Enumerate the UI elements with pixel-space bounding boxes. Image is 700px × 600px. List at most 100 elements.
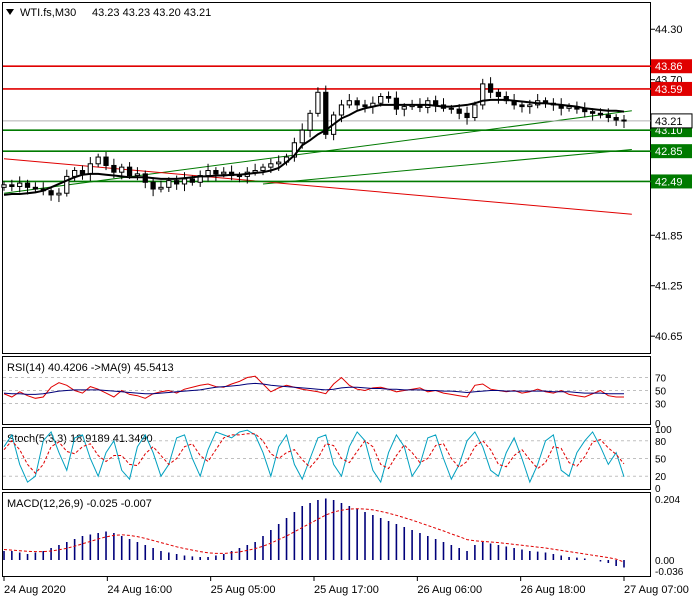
stoch-tick-label: 100	[655, 425, 672, 436]
candle-body	[299, 129, 305, 144]
stoch-panel-title: Stoch(5,3,3) 18.9189 41.3490	[7, 433, 153, 445]
stoch-tick-label: 50	[655, 455, 667, 466]
candle-body	[205, 170, 211, 177]
candle-body	[103, 156, 109, 166]
time-tick-label: 25 Aug 17:00	[314, 584, 379, 596]
level-price-badge	[651, 144, 692, 159]
axis-labels: 44.3043.7043.1042.4941.8541.2540.6543.86…	[3, 24, 693, 596]
candle-body	[472, 104, 478, 119]
stoch-chart-area	[3, 429, 651, 484]
trend-line	[262, 148, 632, 185]
time-tick-label: 24 Aug 16:00	[107, 584, 172, 596]
candle-body	[589, 111, 596, 114]
level-price-badge	[651, 81, 692, 96]
price-tick-label: 41.85	[655, 230, 683, 242]
candle-body	[323, 91, 329, 135]
stoch-panel-frame	[2, 427, 651, 490]
candle-body	[268, 163, 274, 168]
macd-tick-label: -0.036	[655, 567, 684, 578]
candle-body	[72, 170, 78, 177]
candle-body	[464, 112, 470, 119]
candle-body	[150, 181, 156, 190]
rsi-series-line	[3, 382, 624, 395]
symbol-dropdown-icon[interactable]	[6, 9, 14, 15]
rsi-series-line	[3, 375, 624, 399]
candle-body	[111, 164, 117, 173]
time-tick-label: 27 Aug 07:00	[624, 584, 689, 596]
moving-average-line	[3, 98, 625, 196]
macd-panel-title: MACD(12,26,9) -0.025 -0.007	[7, 498, 152, 510]
candle-body	[79, 170, 86, 175]
candle-body	[134, 173, 141, 177]
candle-body	[527, 104, 533, 108]
level-price-label: 42.85	[655, 146, 683, 158]
trend-line	[3, 110, 632, 194]
rsi-tick-label: 70	[655, 374, 667, 385]
time-tick-label: 26 Aug 06:00	[417, 584, 482, 596]
rsi-tick-label: 50	[655, 387, 667, 398]
candle-body	[605, 114, 611, 119]
candle-body	[181, 178, 188, 185]
candle-body	[621, 119, 627, 122]
candle-body	[401, 106, 407, 110]
time-tick-label: 24 Aug 2020	[4, 584, 66, 596]
time-tick-label: 25 Aug 05:00	[211, 584, 276, 596]
candle-body	[126, 166, 133, 177]
macd-panel-frame	[2, 492, 651, 577]
trend-line	[3, 158, 632, 215]
candle-body	[95, 156, 101, 165]
candle-body	[613, 117, 619, 121]
price-tick-label: 40.65	[655, 331, 683, 343]
candle-body	[87, 163, 93, 175]
candle-body	[17, 182, 23, 187]
macd-signal-line	[3, 508, 625, 563]
candle-body	[32, 186, 39, 190]
level-price-badge	[651, 59, 692, 74]
candle-body	[48, 190, 54, 196]
candle-body	[213, 170, 219, 175]
rsi-panel-frame	[2, 356, 651, 425]
candle-body	[487, 83, 494, 93]
rsi-tick-label: 0	[655, 419, 661, 430]
candle-body	[189, 178, 195, 183]
main-chart-area	[1, 65, 651, 215]
candle-body	[378, 96, 384, 104]
level-price-label: 43.86	[655, 61, 683, 73]
candle-body	[448, 107, 454, 110]
stoch-series-line	[3, 429, 625, 484]
candle-body	[24, 182, 31, 188]
candle-body	[315, 91, 321, 114]
candle-body	[338, 104, 345, 116]
main-chart-frame	[2, 2, 651, 354]
stoch-tick-label: 80	[655, 437, 667, 448]
candle-body	[597, 112, 604, 116]
candle-body	[56, 192, 62, 196]
price-tick-label: 41.25	[655, 281, 683, 293]
candle-body	[480, 83, 486, 106]
current-price-label: 43.21	[655, 116, 683, 128]
candle-body	[385, 96, 392, 99]
time-tick-label: 26 Aug 18:00	[521, 584, 586, 596]
candle-body	[362, 104, 368, 108]
candle-body	[166, 180, 172, 188]
candle-body	[64, 175, 70, 194]
stoch-tick-label: 20	[655, 472, 667, 483]
candle-body	[307, 112, 313, 131]
candle-body	[291, 142, 298, 158]
level-price-label: 42.49	[655, 176, 683, 188]
candle-body	[276, 161, 282, 165]
candle-body	[221, 171, 227, 175]
candle-body	[174, 180, 180, 185]
candle-body	[9, 184, 15, 187]
candle-body	[393, 97, 400, 110]
candle-body	[119, 166, 125, 173]
candle-body	[260, 166, 266, 172]
price-tick-label: 44.30	[655, 24, 683, 36]
candle-body	[495, 91, 502, 98]
level-price-label: 43.59	[655, 84, 683, 96]
stoch-series-line	[3, 433, 625, 475]
symbol-label: WTI.fs,M30	[20, 7, 76, 19]
candle-body	[456, 108, 462, 114]
macd-tick-label: 0.00	[655, 556, 675, 567]
